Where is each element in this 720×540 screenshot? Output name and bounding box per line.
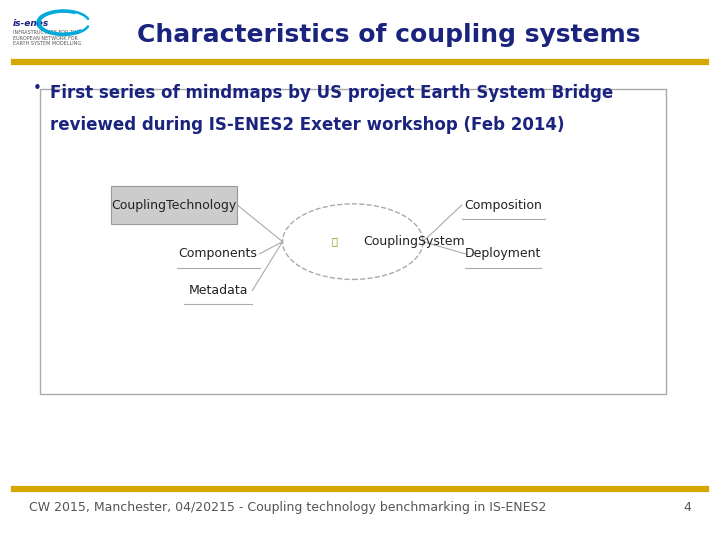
- Text: Components: Components: [179, 247, 258, 260]
- Text: 4: 4: [683, 501, 691, 514]
- Text: Characteristics of coupling systems: Characteristics of coupling systems: [137, 23, 641, 47]
- Text: •: •: [32, 81, 41, 96]
- Text: Metadata: Metadata: [189, 284, 248, 297]
- Text: INFRASTRUCTURE FOR THE
EUROPEAN NETWORK FOR
EARTH SYSTEM MODELLING: INFRASTRUCTURE FOR THE EUROPEAN NETWORK …: [13, 30, 81, 46]
- Text: reviewed during IS-ENES2 Exeter workshop (Feb 2014): reviewed during IS-ENES2 Exeter workshop…: [50, 116, 565, 134]
- Text: ⛓: ⛓: [332, 237, 338, 247]
- Text: Deployment: Deployment: [465, 247, 541, 260]
- Text: CouplingSystem: CouplingSystem: [364, 235, 465, 248]
- Text: CouplingTechnology: CouplingTechnology: [112, 199, 237, 212]
- Text: Composition: Composition: [464, 199, 542, 212]
- FancyBboxPatch shape: [112, 186, 238, 224]
- Text: CW 2015, Manchester, 04/20215 - Coupling technology benchmarking in IS-ENES2: CW 2015, Manchester, 04/20215 - Coupling…: [29, 501, 546, 514]
- Text: First series of mindmaps by US project Earth System Bridge: First series of mindmaps by US project E…: [50, 84, 613, 102]
- Text: is-enes: is-enes: [13, 19, 49, 28]
- Ellipse shape: [283, 204, 423, 280]
- FancyBboxPatch shape: [40, 89, 666, 394]
